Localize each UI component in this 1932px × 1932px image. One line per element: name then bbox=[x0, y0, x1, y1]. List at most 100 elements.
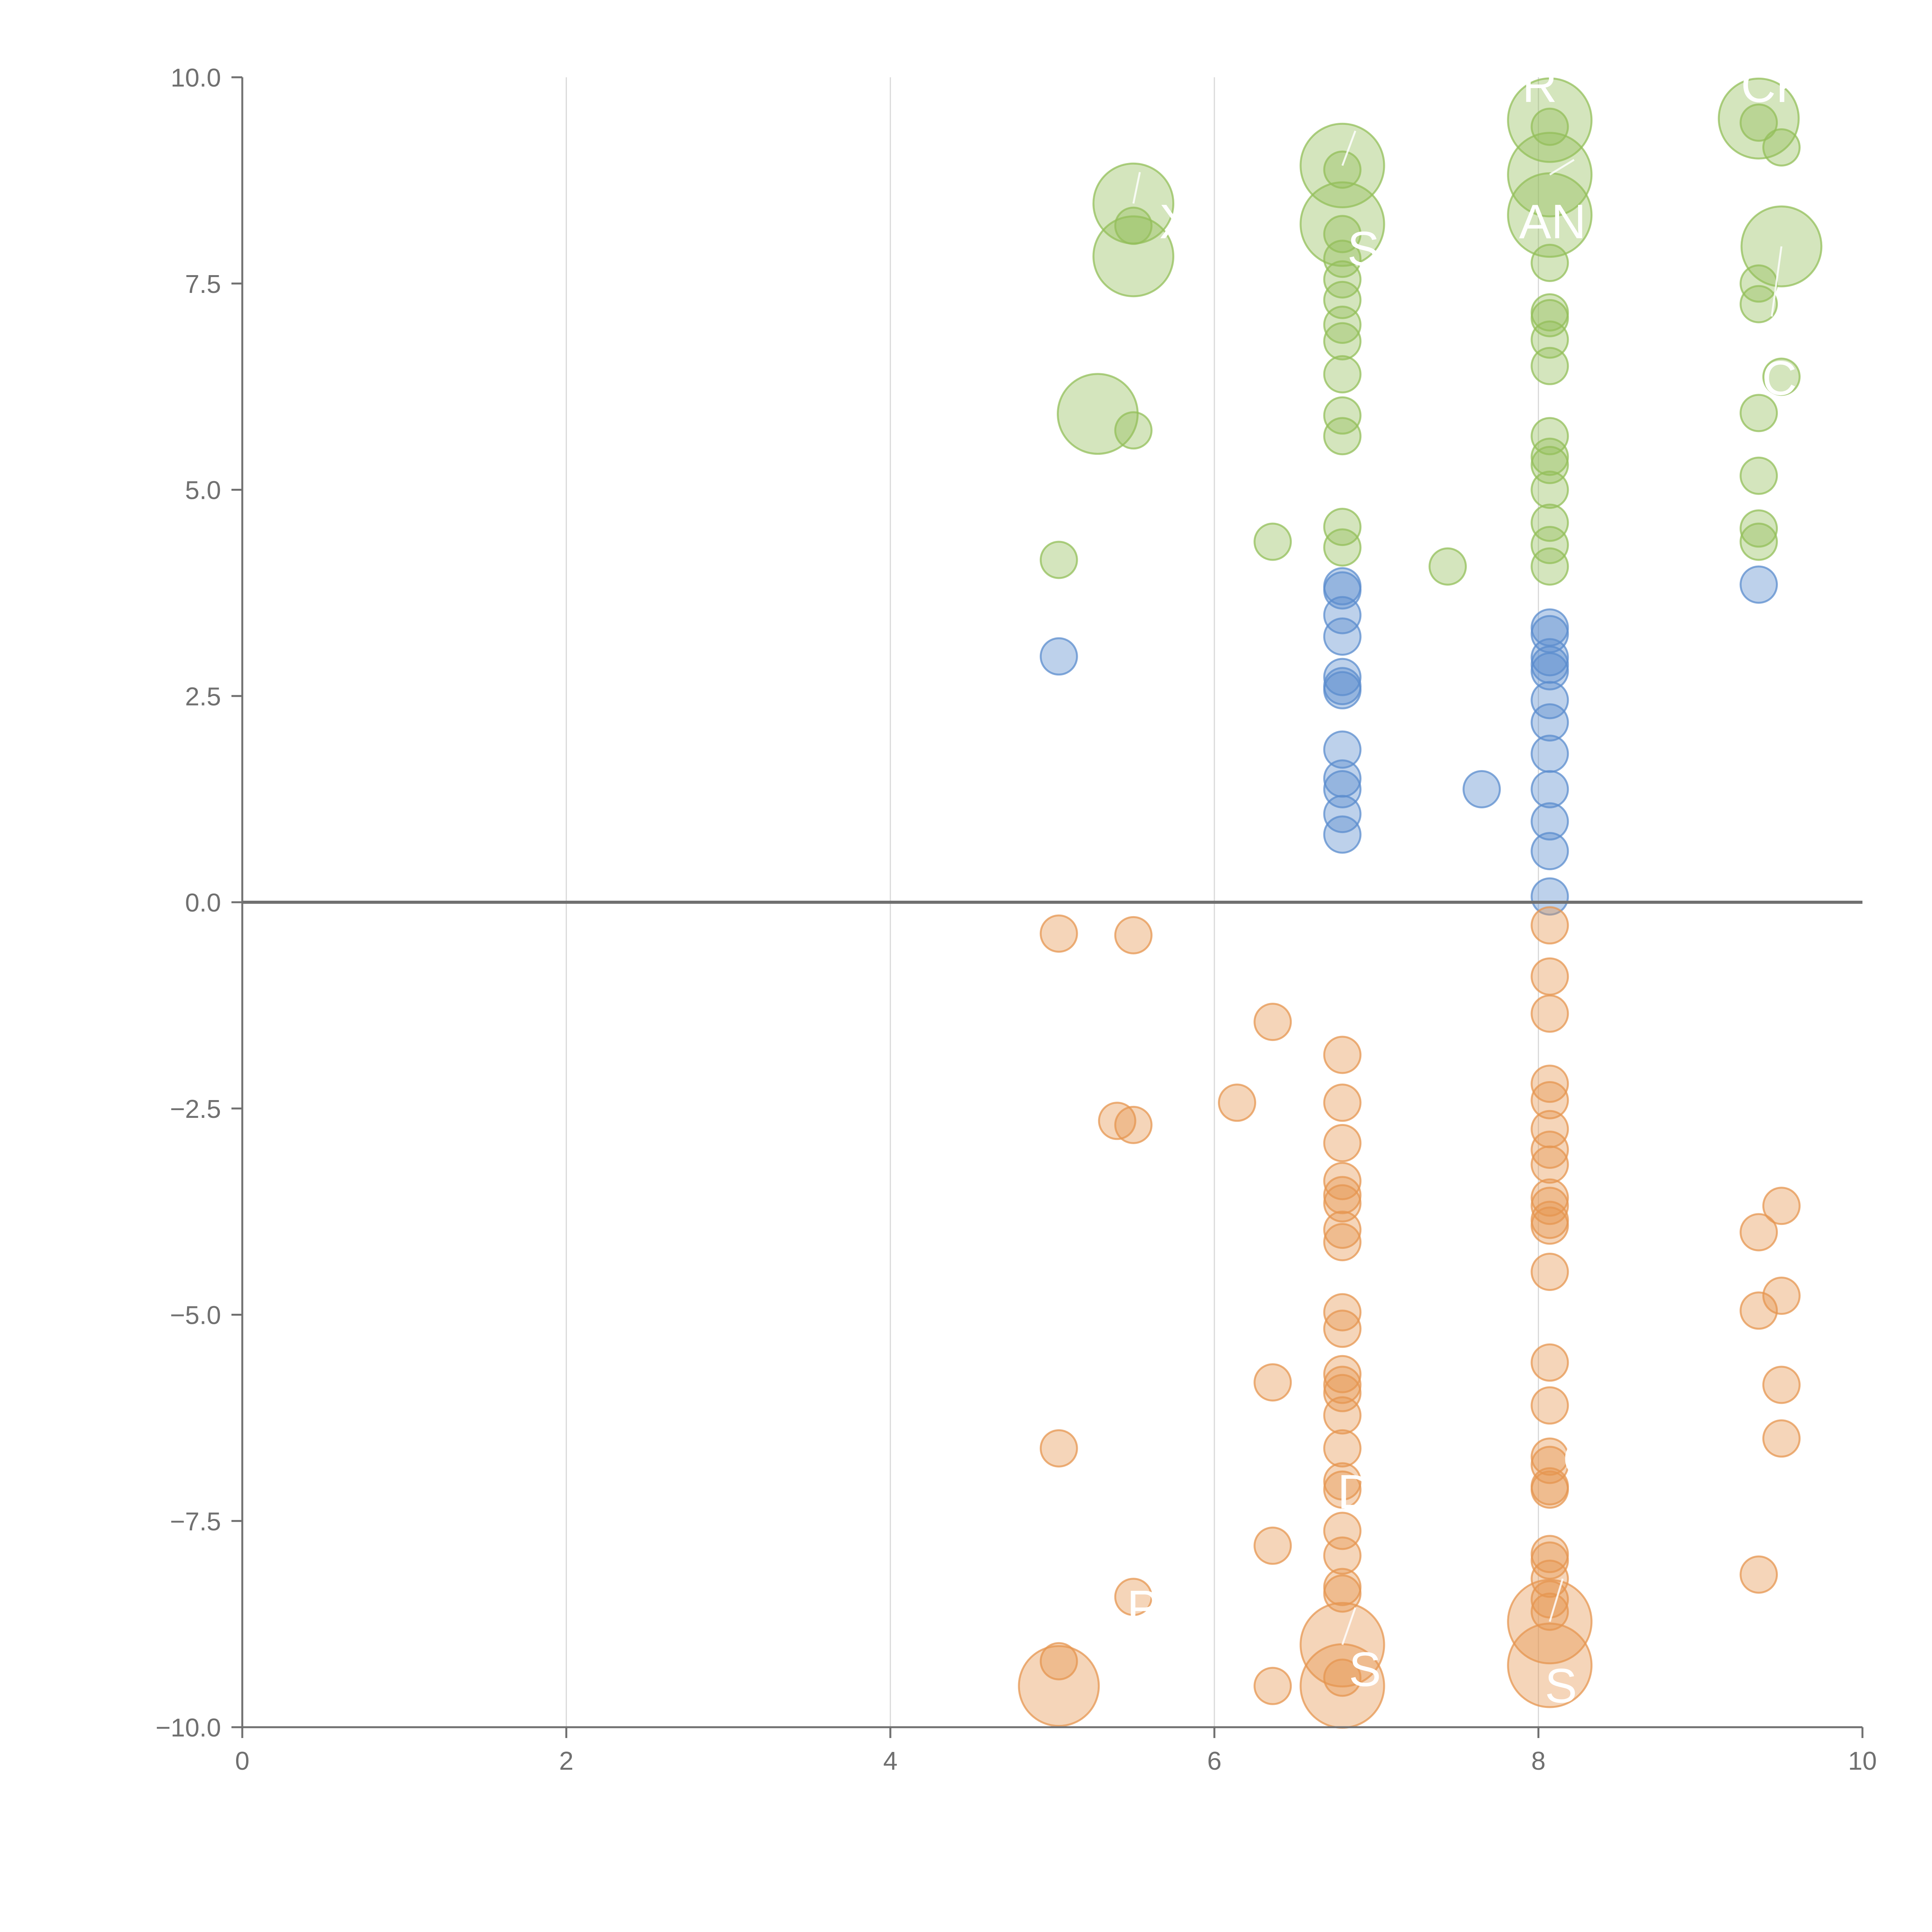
y-tick-label: −5.0 bbox=[170, 1301, 221, 1330]
green-point bbox=[1531, 107, 1569, 146]
y-tick-label: −7.5 bbox=[170, 1507, 221, 1536]
orange-point bbox=[1762, 1187, 1801, 1225]
green-point bbox=[1740, 285, 1778, 323]
green-point bbox=[1531, 547, 1569, 586]
annotation-leader-line bbox=[1341, 130, 1356, 166]
green-point bbox=[1323, 355, 1362, 394]
green-point bbox=[1718, 77, 1800, 160]
x-tick-label: 2 bbox=[559, 1747, 573, 1776]
orange-point bbox=[1323, 1176, 1362, 1214]
orange-point bbox=[1323, 1536, 1362, 1575]
blue-point bbox=[1531, 608, 1569, 647]
green-point bbox=[1531, 503, 1569, 542]
green-point bbox=[1507, 172, 1593, 258]
green-point bbox=[1323, 322, 1362, 361]
green-point bbox=[1531, 526, 1569, 564]
orange-point bbox=[1531, 1386, 1569, 1425]
axes: 0 2 4 6 8 10 10.0 7.5 5.0 2.5 0.0 −2.5 −5.0 −7.5 −10.0 bbox=[155, 63, 1877, 1776]
blue-point bbox=[1323, 567, 1362, 605]
green-point bbox=[1740, 394, 1778, 432]
green-point bbox=[1299, 181, 1385, 267]
orange-point bbox=[1531, 1131, 1569, 1169]
green-point bbox=[1762, 357, 1801, 396]
green-point bbox=[1762, 128, 1801, 167]
orange-point bbox=[1531, 957, 1569, 996]
orange-point bbox=[1323, 1184, 1362, 1223]
orange-point bbox=[1323, 1223, 1362, 1262]
blue-point bbox=[1740, 565, 1778, 604]
green-point bbox=[1531, 243, 1569, 282]
y-tick-label: 7.5 bbox=[185, 270, 221, 299]
orange-point bbox=[1323, 1211, 1362, 1249]
orange-point bbox=[1531, 1560, 1569, 1598]
orange-point bbox=[1323, 1429, 1362, 1468]
annotation-leader-line bbox=[1549, 159, 1575, 176]
orange-point bbox=[1531, 1178, 1569, 1217]
point-label: P bbox=[1127, 1581, 1159, 1634]
orange-point bbox=[1531, 1470, 1569, 1509]
blue-point bbox=[1531, 638, 1569, 677]
blue-point bbox=[1323, 815, 1362, 854]
point-label: S bbox=[1545, 1659, 1577, 1713]
orange-point bbox=[1039, 1429, 1078, 1468]
orange-point bbox=[1762, 1276, 1801, 1315]
point-label: R bbox=[1522, 59, 1557, 112]
orange-point bbox=[1531, 1592, 1569, 1631]
x-tick-label: 8 bbox=[1531, 1747, 1546, 1776]
green-point bbox=[1531, 320, 1569, 359]
orange-point bbox=[1039, 914, 1078, 953]
green-point bbox=[1323, 396, 1362, 435]
point-label: X bbox=[1159, 195, 1191, 248]
y-tick-label: 5.0 bbox=[185, 476, 221, 505]
orange-point bbox=[1323, 1124, 1362, 1162]
blue-point bbox=[1323, 667, 1362, 706]
blue-point bbox=[1323, 658, 1362, 696]
y-tick-label: 2.5 bbox=[185, 682, 221, 711]
blue-point bbox=[1531, 735, 1569, 773]
orange-point bbox=[1740, 1291, 1778, 1330]
green-point bbox=[1323, 528, 1362, 567]
orange-point bbox=[1323, 1036, 1362, 1074]
point-label: C bbox=[1762, 352, 1797, 405]
orange-point bbox=[1323, 1470, 1362, 1509]
orange-point bbox=[1039, 1642, 1078, 1680]
green-point bbox=[1323, 508, 1362, 546]
point-label: C bbox=[1563, 1432, 1597, 1486]
blue-point bbox=[1531, 703, 1569, 742]
blue-point bbox=[1323, 617, 1362, 656]
green-point bbox=[1531, 293, 1569, 332]
orange-point bbox=[1114, 1578, 1153, 1616]
blue-point bbox=[1323, 730, 1362, 769]
orange-point bbox=[1323, 1462, 1362, 1501]
green-point bbox=[1740, 456, 1778, 495]
y-tick-label: −10.0 bbox=[155, 1713, 221, 1742]
blue-point bbox=[1531, 770, 1569, 808]
green-point bbox=[1740, 103, 1778, 142]
point-label: D bbox=[1337, 1465, 1372, 1519]
green-point bbox=[1429, 547, 1467, 586]
orange-point bbox=[1531, 994, 1569, 1033]
orange-point bbox=[1114, 1105, 1153, 1144]
green-point bbox=[1531, 347, 1569, 385]
point-label: S bbox=[1349, 1643, 1381, 1696]
green-point bbox=[1531, 417, 1569, 456]
orange-point bbox=[1323, 1293, 1362, 1332]
green-point bbox=[1323, 150, 1362, 189]
orange-point bbox=[1323, 1083, 1362, 1122]
green-point bbox=[1531, 446, 1569, 484]
orange-point bbox=[1323, 1310, 1362, 1348]
orange-point bbox=[1531, 1187, 1569, 1225]
orange-point bbox=[1762, 1366, 1801, 1404]
green-point bbox=[1507, 77, 1593, 163]
orange-point bbox=[1323, 1658, 1362, 1697]
orange-point bbox=[1323, 1366, 1362, 1404]
annotation-leader-line bbox=[1341, 1607, 1356, 1645]
orange-point bbox=[1762, 1419, 1801, 1458]
orange-point bbox=[1253, 1667, 1292, 1705]
y-tick-label: 0.0 bbox=[185, 888, 221, 917]
orange-point bbox=[1323, 1574, 1362, 1613]
blue-point bbox=[1323, 759, 1362, 798]
y-tick-label: 10.0 bbox=[171, 63, 221, 92]
orange-point bbox=[1253, 1363, 1292, 1402]
orange-point bbox=[1323, 1396, 1362, 1435]
